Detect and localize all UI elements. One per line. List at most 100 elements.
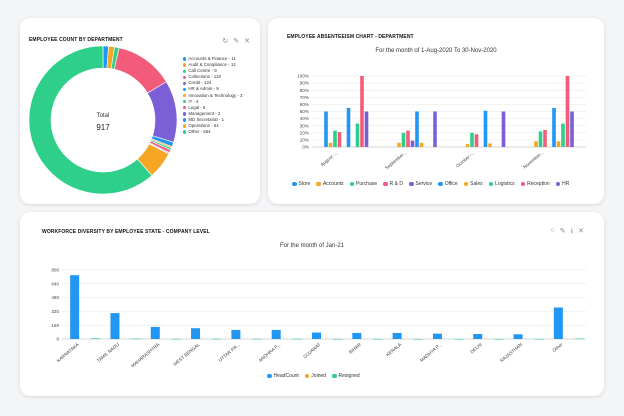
bar-office-september[interactable]	[415, 111, 419, 148]
bar-r-d-september[interactable]	[406, 130, 410, 147]
bar-resigned-delhi[interactable]	[494, 338, 504, 340]
legend-item-store[interactable]: Store	[292, 181, 310, 187]
bar-office-august[interactable]	[346, 107, 351, 147]
edit-icon[interactable]: ✎	[233, 38, 240, 45]
bar-logistics-november[interactable]	[561, 123, 565, 147]
legend-item-joined[interactable]: Joined	[304, 373, 326, 379]
bar-sales-october[interactable]	[488, 143, 492, 147]
bar-headcount-other[interactable]	[553, 307, 563, 339]
bar-headcount-andhra-p[interactable]	[271, 329, 281, 339]
legend-item-reception[interactable]: Reception	[520, 181, 550, 187]
bar-resigned-tamil-nadu[interactable]	[131, 338, 141, 340]
legend-item-credit[interactable]: Credit - 124	[183, 80, 243, 86]
bar-r-d-august[interactable]	[337, 132, 342, 147]
dept-count-title: EMPLOYEE COUNT BY DEPARTMENT	[29, 37, 123, 43]
bar-headcount-gujarat[interactable]	[312, 332, 321, 339]
legend-swatch	[183, 87, 187, 92]
bar-hr-october[interactable]	[501, 111, 506, 148]
bar-headcount-uttar-pr[interactable]	[231, 329, 241, 339]
legend-item-other[interactable]: Other - 564	[183, 129, 243, 135]
bar-headcount-west-bengal[interactable]	[191, 328, 201, 339]
bar-purchase-november[interactable]	[538, 131, 543, 147]
legend-item-headcount[interactable]: HeadCount	[267, 373, 299, 379]
refresh-icon[interactable]: ↻	[222, 38, 229, 45]
legend-item-accounts-finance[interactable]: Accounts & Finance - 11	[183, 56, 243, 62]
diversity-card-tools: ○ ✎ ⭳ ✕	[551, 227, 584, 238]
legend-item-legal[interactable]: Legal - 6	[183, 105, 243, 111]
bar-headcount-kerala[interactable]	[392, 332, 402, 339]
bar-resigned-west-bengal[interactable]	[212, 338, 222, 340]
bar-accounts-october[interactable]	[465, 144, 470, 147]
bar-headcount-maharashtra[interactable]	[150, 326, 160, 339]
legend-item-md-secretariat[interactable]: MD Secretariat - 1	[183, 117, 243, 123]
bar-office-november[interactable]	[552, 107, 556, 147]
bar-purchase-september[interactable]	[401, 132, 406, 147]
bar-office-october[interactable]	[483, 110, 488, 147]
bar-headcount-karnataka[interactable]	[70, 275, 80, 339]
bar-resigned-kerala[interactable]	[413, 338, 423, 340]
edit-icon[interactable]: ✎	[559, 228, 566, 235]
legend-item-collections[interactable]: Collections - 118	[183, 74, 243, 80]
legend-item-management[interactable]: Management - 2	[183, 111, 243, 117]
bar-hr-november[interactable]	[570, 111, 574, 148]
close-icon[interactable]: ✕	[244, 38, 250, 45]
bar-hr-september[interactable]	[433, 111, 437, 148]
legend-item-operations[interactable]: Operations - 54	[183, 123, 243, 129]
bar-purchase-october[interactable]	[470, 132, 474, 147]
bar-headcount-tamil-nadu[interactable]	[110, 313, 120, 339]
bar-sales-september[interactable]	[419, 142, 424, 147]
bar-resigned-other[interactable]	[574, 338, 584, 340]
bar-resigned-karnataka[interactable]	[91, 338, 101, 339]
legend-item-purchase[interactable]: Purchase	[349, 181, 377, 187]
bar-hr-august[interactable]	[364, 111, 369, 148]
legend-item-innovation-technology[interactable]: Innovation & Technology - 3	[183, 93, 243, 99]
bar-resigned-andhra-p[interactable]	[292, 338, 302, 340]
bar-resigned-madhya-p[interactable]	[453, 338, 463, 340]
y-tick-label: 0%	[302, 145, 309, 150]
download-icon[interactable]: ⭳	[570, 228, 574, 235]
legend-item-office[interactable]: Office	[438, 181, 458, 187]
bar-accounts-september[interactable]	[397, 142, 401, 147]
legend-swatch	[183, 69, 187, 73]
legend-label: Sales	[470, 181, 483, 187]
legend-item-r-d[interactable]: R & D	[383, 181, 403, 187]
bar-resigned-gujarat[interactable]	[333, 338, 342, 340]
bar-logistics-august[interactable]	[355, 123, 360, 147]
legend-item-hr-admin[interactable]: HR & Admin - 9	[183, 86, 243, 92]
y-tick-label: 480	[51, 295, 59, 300]
bar-sales-november[interactable]	[556, 141, 561, 147]
legend-item-audit-compliance[interactable]: Audit & Compliance - 12	[183, 62, 243, 68]
legend-item-service[interactable]: Service	[409, 181, 432, 187]
legend-item-accounts[interactable]: Accounts	[316, 181, 344, 187]
donut-slice-other[interactable]	[28, 45, 153, 195]
absenteeism-bar-chart: 0% 10% 20% 30% 40% 50% 60% 70% 80% 90% 100% August …	[297, 74, 586, 171]
bar-resigned-maharashtra[interactable]	[171, 338, 181, 340]
circle-icon[interactable]: ○	[550, 227, 555, 234]
close-icon[interactable]: ✕	[578, 228, 584, 235]
legend-item-resigned[interactable]: Resigned	[332, 373, 360, 379]
legend-item-call-centre[interactable]: Call Centre - 9	[183, 68, 243, 74]
bar-resigned-uttar-pr[interactable]	[252, 338, 262, 340]
legend-label: Credit - 124	[188, 80, 212, 86]
legend-label: Call Centre - 9	[188, 68, 217, 74]
bar-accounts-august[interactable]	[328, 142, 333, 147]
bar-purchase-august[interactable]	[333, 130, 337, 147]
bar-resigned-rajasthan[interactable]	[534, 338, 544, 340]
bar-r-d-november[interactable]	[543, 129, 547, 147]
bar-r-d-october[interactable]	[474, 134, 479, 147]
legend-item-sales[interactable]: Sales	[463, 181, 483, 187]
bar-headcount-delhi[interactable]	[473, 333, 483, 339]
bar-service-september[interactable]	[410, 140, 415, 147]
legend-item-it[interactable]: IT - 4	[183, 99, 243, 105]
bar-accounts-november[interactable]	[534, 141, 538, 147]
legend-item-hr[interactable]: HR	[555, 181, 569, 187]
bar-reception-november[interactable]	[565, 76, 570, 147]
bar-reception-august[interactable]	[360, 76, 364, 147]
bar-resigned-bihar[interactable]	[373, 338, 383, 340]
bar-headcount-bihar[interactable]	[352, 332, 362, 339]
bar-headcount-madhya-p[interactable]	[432, 333, 442, 339]
donut-slice-credit[interactable]	[147, 81, 178, 143]
legend-item-logistics[interactable]: Logistics	[488, 181, 515, 187]
bar-headcount-rajasthan[interactable]	[513, 334, 523, 339]
bar-store-august[interactable]	[324, 111, 328, 148]
